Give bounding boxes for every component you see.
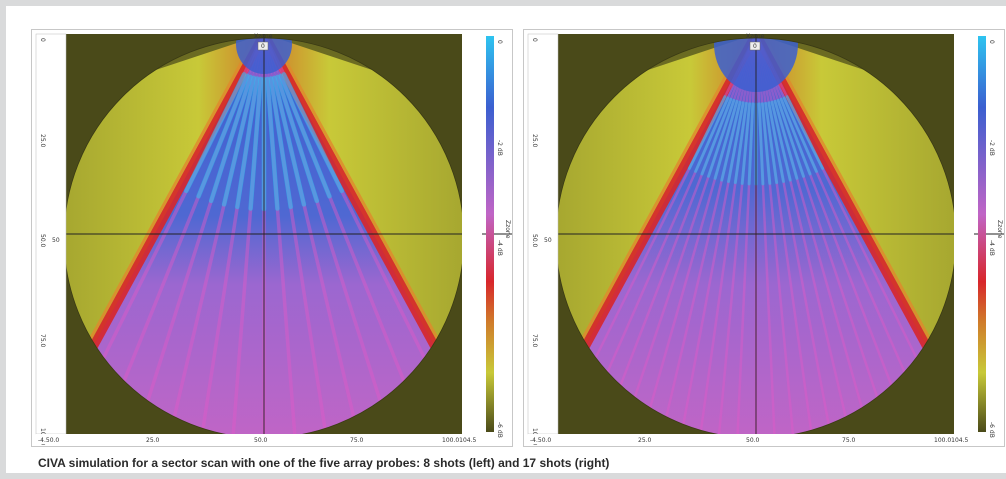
beam-hotspot [221, 75, 256, 207]
left-tick-label: 75.0 [39, 334, 46, 348]
bottom-axis-strip [36, 434, 482, 444]
colorbar-tick-label: -6 dB [496, 422, 503, 438]
beam-hotspot [694, 96, 730, 173]
beam-hotspot [235, 76, 260, 210]
beam-hotspot [767, 101, 785, 183]
bottom-tick-label: 50.0 [254, 437, 268, 444]
colorbar-tick-label: 0 [988, 40, 995, 44]
right-strip [954, 34, 974, 434]
beam-hotspot [248, 76, 263, 211]
beam-hotspot [196, 73, 250, 199]
beam-hotspot [770, 100, 792, 182]
left-tick-label: 25.0 [39, 134, 46, 148]
beam-hotspot [687, 95, 727, 170]
beam-hotspot [747, 102, 755, 186]
beam-hotspot [268, 76, 293, 210]
bottom-axis-strip [528, 434, 974, 444]
bottom-tick-label: -4.50.0 [530, 437, 551, 444]
colorbar-tick-label: -6 dB [988, 422, 995, 438]
left-tick-label: 25.0 [531, 134, 538, 148]
colorbar [486, 36, 494, 432]
beam-hotspot [785, 95, 825, 170]
beam-hotspot [275, 74, 320, 204]
side-marker: 50 [52, 237, 60, 244]
left-tick-label: 0 [39, 38, 46, 42]
left-axis-strip [527, 33, 559, 435]
probe-marker-label: 0 [753, 43, 757, 50]
beam-hotspot [757, 102, 765, 186]
beam-hotspot [272, 75, 307, 207]
bottom-tick-label: 25.0 [146, 437, 160, 444]
top-axis-label: Xzone [746, 33, 765, 40]
probe-marker [749, 41, 761, 51]
left-tick-label: 0 [531, 38, 538, 42]
beam-hotspot [764, 101, 779, 185]
beam-hotspot [278, 73, 332, 199]
probe-marker [257, 41, 269, 51]
side-axis-label: Zzone [504, 220, 511, 239]
left-tick-label: 75.0 [531, 334, 538, 348]
bottom-tick-label: 100.0104.5 [442, 437, 477, 444]
beam-hotspot [700, 97, 733, 176]
beam-hotspot [720, 100, 742, 182]
beam-hotspot [776, 98, 805, 178]
bottom-tick-label: 50.0 [746, 437, 760, 444]
bottom-tick-label: 75.0 [350, 437, 364, 444]
top-axis-label: Xzone [254, 33, 273, 40]
bottom-tick-label: 100.0104.5 [934, 437, 969, 444]
beam-hotspot [713, 99, 739, 180]
side-lobe-right [756, 38, 956, 438]
beam-hotspot [773, 99, 799, 180]
colorbar-tick-label: -4 dB [496, 240, 503, 256]
left-tick-label: 50.0 [39, 234, 46, 248]
colorbar-tick-label: -2 dB [988, 140, 995, 156]
left-axis-strip [35, 33, 67, 435]
figure-caption: CIVA simulation for a sector scan with o… [38, 456, 610, 470]
bottom-tick-label: 25.0 [638, 437, 652, 444]
beam-hotspot [208, 74, 253, 204]
side-lobe-right [264, 38, 464, 438]
left-tick-label: 50.0 [531, 234, 538, 248]
side-marker: 50 [544, 237, 552, 244]
beam-hotspot [779, 97, 812, 176]
probe-marker-label: 0 [261, 43, 265, 50]
bottom-tick-label: -4.50.0 [38, 437, 59, 444]
beam-hotspot [184, 72, 247, 194]
colorbar-tick-label: 0 [496, 40, 503, 44]
beam-hotspot [733, 101, 748, 185]
side-lobe-left [64, 38, 264, 438]
beam-hotspot [281, 72, 344, 194]
side-lobe-left [556, 38, 756, 438]
beam-hotspot [740, 102, 752, 185]
beam-hotspot [265, 76, 280, 211]
side-axis-label: Zzone [996, 220, 1003, 239]
right-strip [462, 34, 482, 434]
beam-hotspot [782, 96, 818, 173]
beam-hotspot [707, 98, 736, 178]
colorbar-tick-label: -4 dB [988, 240, 995, 256]
beam-hotspot [760, 102, 772, 185]
colorbar [978, 36, 986, 432]
colorbar-tick-label: -2 dB [496, 140, 503, 156]
bottom-tick-label: 75.0 [842, 437, 856, 444]
beam-hotspot [727, 101, 745, 183]
